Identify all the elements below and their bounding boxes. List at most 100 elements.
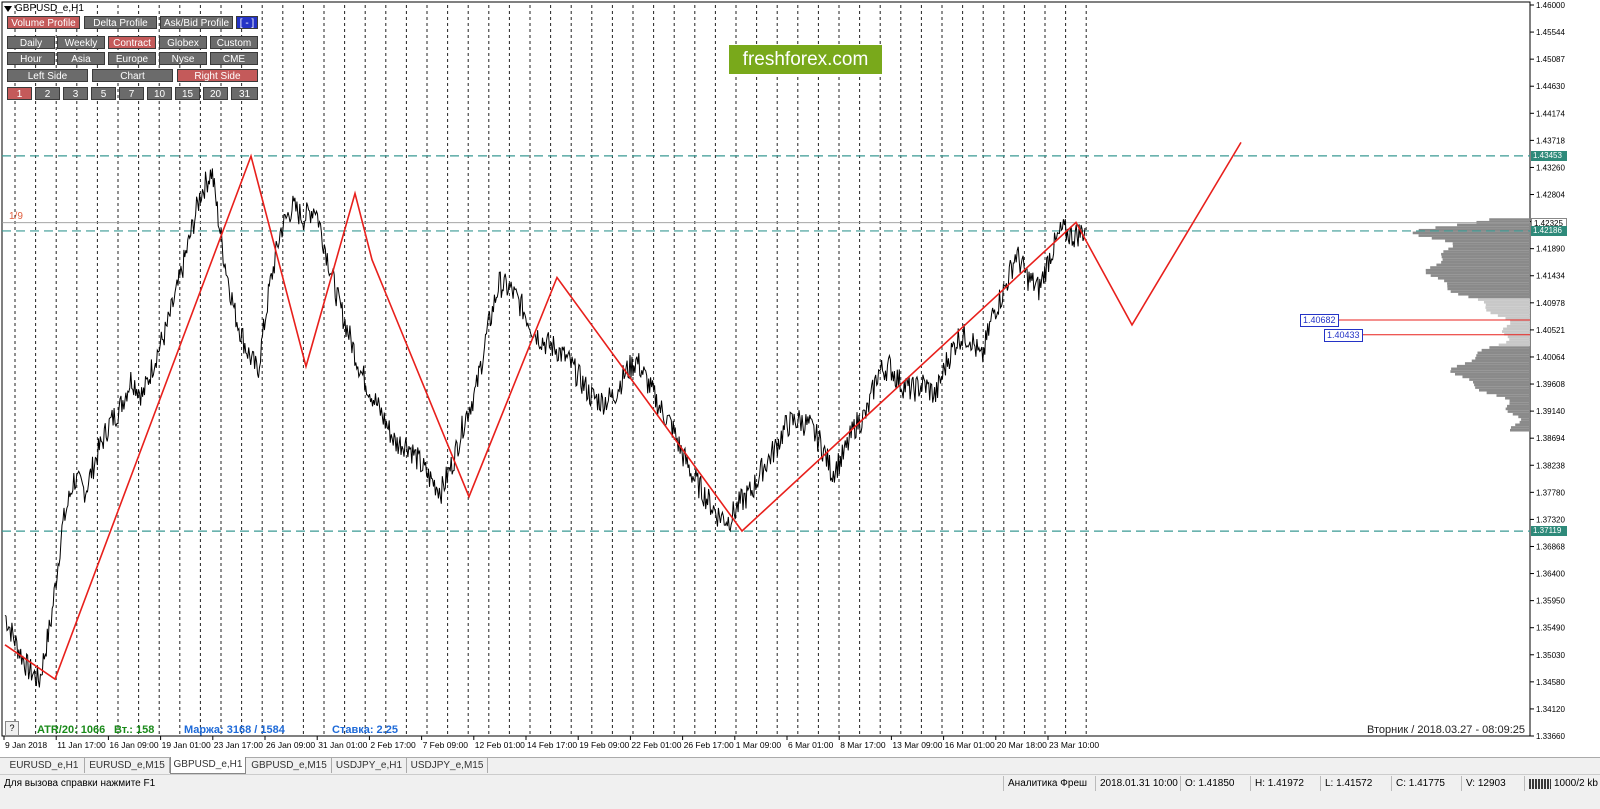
- period-31-button[interactable]: 31: [231, 87, 258, 100]
- time-axis-label: 12 Feb 01:00: [475, 740, 525, 750]
- traffic-bars-icon: [1529, 778, 1551, 789]
- volume-profile-bar: [1450, 290, 1530, 293]
- price-axis-label: 1.41890: [1536, 245, 1565, 254]
- volume-profile-bar: [1445, 239, 1530, 243]
- volume-profile-bar: [1519, 420, 1530, 424]
- period-20-button[interactable]: 20: [203, 87, 228, 100]
- hour-button[interactable]: Hour: [7, 52, 55, 65]
- volume-profile-bar: [1448, 247, 1530, 251]
- tab-gbpusd-m15[interactable]: GBPUSD_e,M15: [247, 758, 332, 773]
- volume-profile-bar: [1447, 284, 1530, 288]
- volume-profile: [1412, 218, 1530, 432]
- time-axis-label: 19 Feb 09:00: [579, 740, 629, 750]
- volume-profile-bar: [1447, 282, 1530, 285]
- price-axis-label: 1.37780: [1536, 488, 1565, 497]
- volume-profile-bar: [1462, 375, 1530, 379]
- volume-profile-bar: [1510, 319, 1530, 323]
- volume-profile-bar: [1505, 407, 1530, 411]
- volume-profile-bar: [1458, 292, 1530, 296]
- plot-frame: [1, 1, 1531, 737]
- time-axis-label: 19 Jan 01:00: [162, 740, 211, 750]
- cme-button[interactable]: CME: [210, 52, 258, 65]
- price-axis-label: 1.40064: [1536, 353, 1565, 362]
- ask-bid-profile-button[interactable]: Ask/Bid Profile: [160, 16, 233, 29]
- volume-profile-bar: [1477, 351, 1530, 355]
- status-traffic-text: 1000/2 kb: [1554, 778, 1598, 789]
- collapse-button[interactable]: [ - ]: [236, 16, 258, 29]
- tab-usdjpy-h1[interactable]: USDJPY_e,H1: [332, 758, 407, 773]
- custom-button[interactable]: Custom: [210, 36, 258, 49]
- price-chart[interactable]: 1.46000 1.45544 1.45087 1.44630 1.44174 1.437…: [0, 0, 1600, 757]
- price-axis-label: 1.40521: [1536, 326, 1565, 335]
- volume-profile-bar: [1444, 279, 1530, 283]
- price-axis-label: 1.39608: [1536, 380, 1565, 389]
- nyse-button[interactable]: Nyse: [159, 52, 207, 65]
- tab-gbpusd-h1[interactable]: GBPUSD_e,H1: [170, 757, 246, 774]
- volume-profile-bar: [1430, 274, 1530, 277]
- volume-profile-bar: [1431, 236, 1530, 240]
- period-15-button[interactable]: 15: [175, 87, 200, 100]
- daily-button[interactable]: Daily: [7, 36, 55, 49]
- price-axis-label: 1.45544: [1536, 28, 1565, 37]
- volume-profile-bar: [1509, 338, 1530, 341]
- period-2-button[interactable]: 2: [35, 87, 60, 100]
- volume-profile-bar: [1457, 223, 1530, 227]
- volume-profile-bar: [1430, 266, 1530, 269]
- price-axis-label: 1.46000: [1536, 1, 1565, 10]
- volume-profile-bar: [1418, 234, 1530, 237]
- volume-profile-bar: [1437, 276, 1530, 280]
- status-profile[interactable]: Аналитика Фреш: [1003, 776, 1096, 791]
- help-icon[interactable]: ?: [5, 721, 19, 736]
- volume-profile-bar: [1490, 311, 1530, 315]
- time-axis-label: 9 Jan 2018: [5, 740, 47, 750]
- price-axis-label: 1.33660: [1536, 732, 1565, 741]
- chart-button[interactable]: Chart: [92, 69, 173, 82]
- time-axis-label: 2 Feb 17:00: [370, 740, 416, 750]
- time-axis-label: 20 Mar 18:00: [997, 740, 1047, 750]
- volume-profile-bar: [1489, 346, 1530, 349]
- time-axis-label: 31 Jan 01:00: [318, 740, 367, 750]
- time-axis-label: 13 Mar 09:00: [892, 740, 942, 750]
- period-1-button[interactable]: 1: [7, 87, 32, 100]
- tab-eurusd-h1[interactable]: EURUSD_e,H1: [4, 758, 85, 773]
- volume-profile-bar: [1498, 343, 1530, 347]
- period-7-button[interactable]: 7: [119, 87, 144, 100]
- period-10-button[interactable]: 10: [147, 87, 172, 100]
- chart-area[interactable]: 1.46000 1.45544 1.45087 1.44630 1.44174 1.437…: [0, 0, 1600, 771]
- period-3-button[interactable]: 3: [63, 87, 88, 100]
- left-side-button[interactable]: Left Side: [7, 69, 88, 82]
- globex-button[interactable]: Globex: [159, 36, 207, 49]
- chevron-down-icon: [4, 5, 12, 12]
- fib-label: 1/9: [9, 211, 23, 222]
- volume-profile-bar: [1485, 303, 1530, 307]
- asia-button[interactable]: Asia: [57, 52, 105, 65]
- volume-profile-bar: [1464, 362, 1530, 365]
- right-side-button[interactable]: Right Side: [177, 69, 258, 82]
- price-axis-label: 1.38238: [1536, 461, 1565, 470]
- time-axis-label: 11 Jan 17:00: [57, 740, 106, 750]
- volume-profile-bar: [1468, 295, 1530, 299]
- status-bar: Для вызова справки нажмите F1 Аналитика …: [0, 774, 1600, 809]
- volume-profile-bar: [1476, 220, 1530, 224]
- volume-profile-bar: [1507, 410, 1530, 413]
- volume-profile-button[interactable]: Volume Profile: [7, 16, 80, 29]
- atr-stat: ATR/20: 1066: [37, 724, 106, 736]
- status-low: L: 1.41572: [1320, 776, 1388, 791]
- tab-eurusd-m15[interactable]: EURUSD_e,M15: [85, 758, 170, 773]
- contract-button[interactable]: Contract: [108, 36, 156, 49]
- period-5-button[interactable]: 5: [91, 87, 116, 100]
- price-axis-label: 1.35950: [1536, 597, 1565, 606]
- delta-profile-button[interactable]: Delta Profile: [84, 16, 157, 29]
- volume-profile-bar: [1436, 263, 1530, 267]
- price-axis-label: 1.37320: [1536, 515, 1565, 524]
- volume-profile-bar: [1425, 271, 1530, 275]
- price-axis-label: 1.44630: [1536, 82, 1565, 91]
- europe-button[interactable]: Europe: [108, 52, 156, 65]
- volume-profile-bar: [1511, 426, 1530, 429]
- tab-usdjpy-m15[interactable]: USDJPY_e,M15: [407, 758, 488, 773]
- weekly-button[interactable]: Weekly: [57, 36, 105, 49]
- volume-profile-bar: [1477, 298, 1530, 301]
- volume-profile-bar: [1475, 356, 1530, 360]
- volume-profile-bar: [1451, 367, 1530, 371]
- volume-profile-bar: [1485, 306, 1530, 309]
